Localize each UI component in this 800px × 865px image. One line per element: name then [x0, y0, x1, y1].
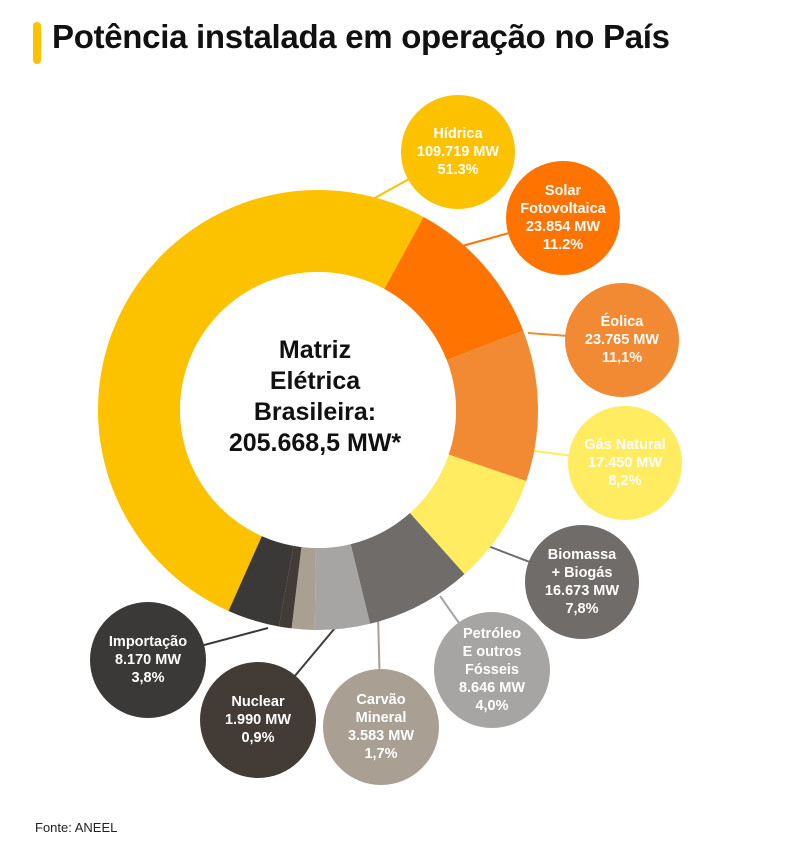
- slice-bubble: Carvão Mineral 3.583 MW 1,7%: [323, 669, 439, 785]
- slice-name: Petróleo: [462, 626, 521, 642]
- slice-value: 23.765 MW: [584, 332, 660, 348]
- title-accent-bar: [33, 22, 41, 64]
- donut-slice: [291, 547, 316, 630]
- slice-value: 3.583 MW: [347, 728, 415, 744]
- slice-percent: 4,0%: [475, 698, 509, 714]
- center-label: Matriz Elétrica Brasileira: 205.668,5 MW…: [195, 335, 435, 459]
- slice-name: Nuclear: [231, 694, 285, 710]
- slice-value: 8.646 MW: [458, 680, 526, 696]
- slice-percent: 7,8%: [565, 601, 599, 617]
- donut-slice: [384, 217, 524, 361]
- donut-slice: [409, 454, 527, 575]
- slice-name: Gás Natural: [584, 437, 666, 453]
- slice-value: 17.450 MW: [587, 455, 663, 471]
- slice-bubble: Gás Natural 17.450 MW 8,2%: [568, 406, 682, 520]
- slice-bubble: Éolica 23.765 MW 11,1%: [565, 283, 679, 397]
- slice-name: Biomassa: [547, 547, 617, 563]
- slice-name: Hídrica: [433, 126, 483, 142]
- slice-value: 8.170 MW: [114, 652, 182, 668]
- slice-percent: 8,2%: [608, 473, 642, 489]
- slice-name-line-2: + Biogás: [551, 565, 613, 581]
- center-label-line-3: Brasileira:: [253, 398, 377, 426]
- slice-name-line-2: E outros: [462, 644, 522, 660]
- slice-name-line-3: Fósseis: [465, 662, 519, 678]
- slice-bubble: Hídrica 109.719 MW 51.3%: [401, 95, 515, 209]
- slice-name-line-2: Fotovoltaica: [520, 201, 606, 217]
- slice-bubble: Solar Fotovoltaica 23.854 MW 11.2%: [506, 161, 620, 275]
- slice-percent: 0,9%: [241, 730, 275, 746]
- slice-percent: 3,8%: [131, 670, 165, 686]
- slice-bubble: Petróleo E outros Fósseis 8.646 MW 4,0%: [434, 612, 550, 728]
- slice-value: 109.719 MW: [416, 144, 500, 160]
- slice-name: Carvão: [356, 692, 406, 708]
- slice-bubble: Biomassa + Biogás 16.673 MW 7,8%: [525, 525, 639, 639]
- slice-value: 1.990 MW: [224, 712, 292, 728]
- slice-value: 23.854 MW: [525, 219, 601, 235]
- slice-percent: 51.3%: [437, 162, 479, 178]
- slice-bubble: Importação 8.170 MW 3,8%: [90, 602, 206, 718]
- donut-slice: [446, 330, 538, 482]
- donut-slice: [97, 189, 424, 611]
- slice-percent: 11,1%: [601, 350, 643, 366]
- page-title: Potência instalada em operação no País: [52, 18, 670, 55]
- donut-slice: [278, 545, 302, 629]
- slice-name: Éolica: [600, 314, 644, 330]
- slice-name: Importação: [108, 634, 188, 650]
- donut-hole: [180, 272, 456, 548]
- slice-value: 16.673 MW: [544, 583, 620, 599]
- center-label-line-2: Elétrica: [269, 367, 361, 395]
- donut-slice: [350, 512, 465, 624]
- slice-percent: 1,7%: [364, 746, 398, 762]
- center-label-total: 205.668,5 MW*: [228, 429, 402, 457]
- slice-name-line-2: Mineral: [355, 710, 407, 726]
- donut-slice: [314, 544, 371, 631]
- center-label-line-1: Matriz: [278, 336, 352, 364]
- slice-percent: 11.2%: [542, 237, 584, 253]
- donut-slice: [228, 536, 294, 627]
- source-note: Fonte: ANEEL: [35, 820, 118, 835]
- slice-bubble: Nuclear 1.990 MW 0,9%: [200, 662, 316, 778]
- slice-name: Solar: [544, 183, 582, 199]
